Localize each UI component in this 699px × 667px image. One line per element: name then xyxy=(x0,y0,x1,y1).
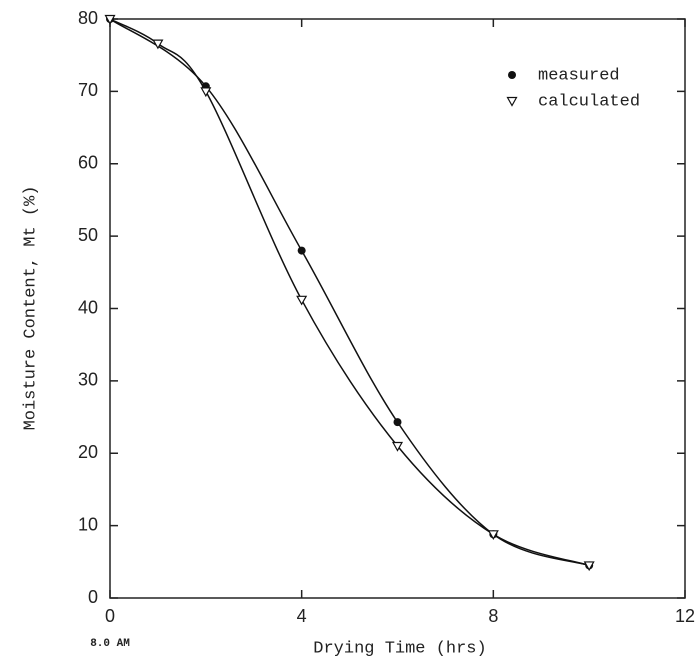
marker xyxy=(152,39,164,50)
y-tick-label: 60 xyxy=(78,153,98,173)
marker xyxy=(583,561,595,572)
marker xyxy=(200,87,212,98)
legend-label: calculated xyxy=(538,92,640,111)
marker xyxy=(487,530,499,541)
y-tick-label: 50 xyxy=(78,225,98,245)
legend-label: measured xyxy=(538,66,620,85)
y-tick-label: 40 xyxy=(78,297,98,317)
y-tick-label: 30 xyxy=(78,370,98,390)
marker xyxy=(296,295,308,306)
y-tick-label: 70 xyxy=(78,80,98,100)
marker xyxy=(391,441,404,452)
annotation: 8.0 AM xyxy=(90,638,130,650)
x-tick-label: 12 xyxy=(675,606,695,626)
y-axis-label: Moisture Content, Mt (%) xyxy=(21,186,40,431)
y-tick-label: 10 xyxy=(78,514,98,534)
series-line xyxy=(109,18,590,567)
legend-marker xyxy=(508,71,516,79)
legend-marker xyxy=(506,96,518,107)
x-tick-label: 0 xyxy=(105,606,115,626)
y-tick-label: 80 xyxy=(78,8,98,28)
y-tick-label: 20 xyxy=(78,442,98,462)
marker xyxy=(104,14,116,25)
x-tick-label: 4 xyxy=(297,606,307,626)
marker xyxy=(297,246,306,255)
x-axis-label: Drying Time (hrs) xyxy=(313,639,486,658)
y-tick-label: 0 xyxy=(88,587,98,607)
series-line xyxy=(109,18,590,567)
x-tick-label: 8 xyxy=(488,606,498,626)
marker xyxy=(393,418,402,427)
